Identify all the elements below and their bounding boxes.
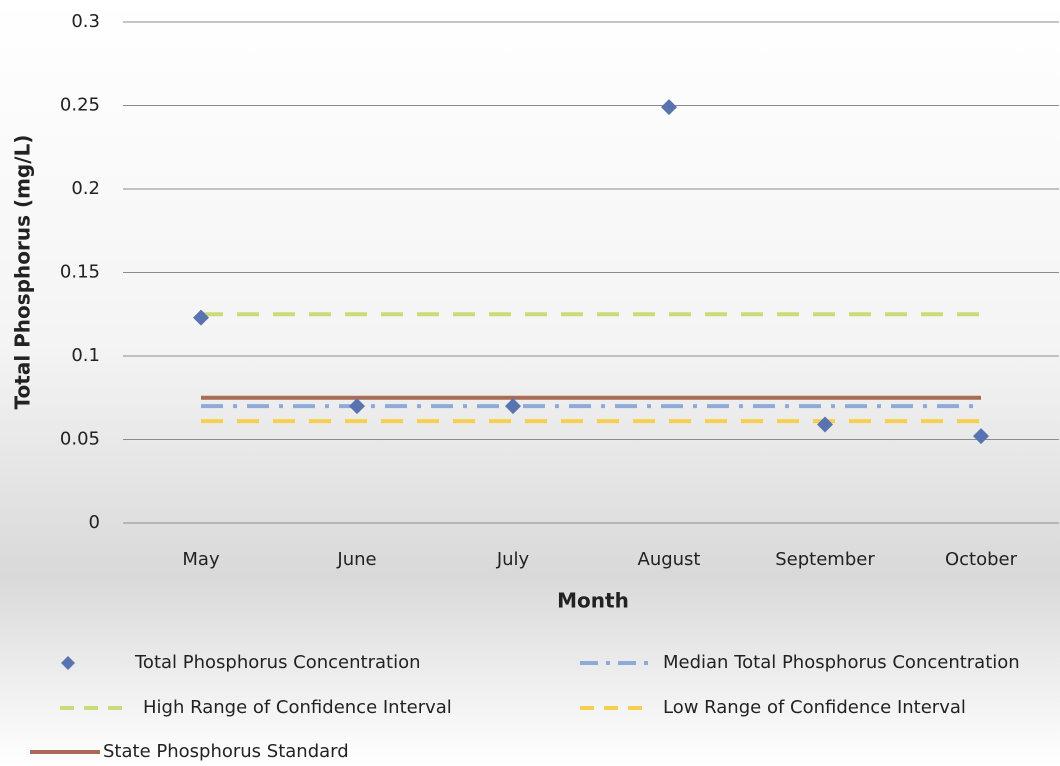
page: Total Phosphorus (mg/L) Month 0 0.05 0.1 0.… <box>0 0 1060 766</box>
y-tick-label: 0.25 <box>60 95 100 116</box>
chart: Total Phosphorus (mg/L) Month 0 0.05 0.1 0.… <box>0 0 1060 766</box>
x-tick-label: October <box>945 549 1018 570</box>
legend-label: Low Range of Confidence Interval <box>663 697 966 718</box>
y-tick-label: 0.15 <box>60 262 100 283</box>
x-tick-label: August <box>638 549 701 570</box>
x-tick-label: September <box>775 549 875 570</box>
y-tick-label: 0.2 <box>71 178 100 199</box>
x-tick-label: May <box>182 549 220 570</box>
x-tick-label: July <box>496 549 530 570</box>
y-axis-title: Total Phosphorus (mg/L) <box>11 135 35 410</box>
x-axis-title: Month <box>557 589 629 613</box>
legend-label: Median Total Phosphorus Concentration <box>663 652 1020 673</box>
y-tick-label: 0.05 <box>60 429 100 450</box>
y-tick-label: 0.3 <box>71 11 100 32</box>
x-tick-label: June <box>336 549 376 570</box>
legend-label: State Phosphorus Standard <box>103 741 349 762</box>
y-tick-label: 0.1 <box>71 345 100 366</box>
legend-label: Total Phosphorus Concentration <box>134 652 421 673</box>
legend-label: High Range of Confidence Interval <box>143 697 452 718</box>
y-tick-label: 0 <box>89 512 100 533</box>
